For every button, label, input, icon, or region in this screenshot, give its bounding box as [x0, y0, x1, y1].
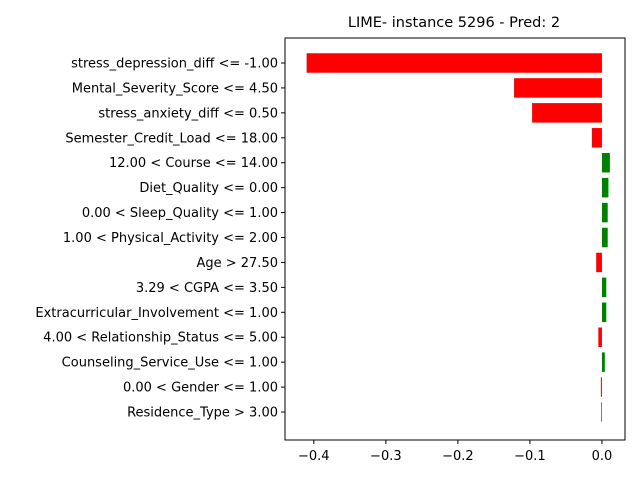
x-tick-label: −0.3 [370, 449, 402, 464]
bar [601, 227, 608, 248]
y-tick-label: 0.00 < Gender <= 1.00 [123, 381, 278, 396]
bar [601, 277, 607, 298]
y-tick-label: 4.00 < Relationship_Status <= 5.00 [43, 331, 278, 346]
y-tick-label: stress_anxiety_diff <= 0.50 [98, 106, 278, 121]
bar [601, 177, 609, 198]
bar [601, 152, 610, 173]
x-tick-label: 0.0 [592, 449, 613, 464]
bar [596, 252, 602, 273]
y-tick-label: 0.00 < Sleep_Quality <= 1.00 [82, 206, 278, 221]
y-tick-label: 3.29 < CGPA <= 3.50 [136, 281, 278, 296]
bar [601, 202, 608, 223]
y-tick-label: Mental_Severity_Score <= 4.50 [72, 81, 278, 96]
x-tick-label: −0.1 [514, 449, 546, 464]
y-tick-label: 1.00 < Physical_Activity <= 2.00 [63, 231, 278, 246]
bar [601, 402, 602, 422]
y-tick-label: Extracurricular_Involvement <= 1.00 [35, 306, 278, 321]
bar [532, 103, 602, 123]
bar [598, 327, 602, 347]
bars-group [306, 53, 610, 422]
x-tick-label: −0.4 [298, 449, 330, 464]
y-tick-label: stress_depression_diff <= -1.00 [71, 57, 278, 72]
bar [306, 53, 602, 73]
x-tick-label: −0.2 [442, 449, 474, 464]
bar [600, 377, 602, 397]
y-tick-label: Semester_Credit_Load <= 18.00 [65, 131, 278, 146]
bar [601, 352, 605, 372]
y-tick-label: Age > 27.50 [196, 256, 278, 271]
plot-frame [284, 37, 626, 441]
y-tick-label: 12.00 < Course <= 14.00 [109, 156, 278, 171]
y-tick-labels: stress_depression_diff <= -1.00 Mental_Se… [35, 57, 285, 421]
chart-title: LIME- instance 5296 - Pred: 2 [348, 15, 560, 31]
bar [591, 128, 602, 148]
y-tick-label: Residence_Type > 3.00 [127, 406, 278, 421]
y-tick-label: Counseling_Service_Use <= 1.00 [62, 356, 278, 371]
bar [601, 302, 607, 323]
y-tick-label: Diet_Quality <= 0.00 [139, 181, 278, 196]
x-ticks: −0.4 −0.3 −0.2 −0.1 0.0 [298, 440, 612, 464]
bar [514, 78, 602, 98]
